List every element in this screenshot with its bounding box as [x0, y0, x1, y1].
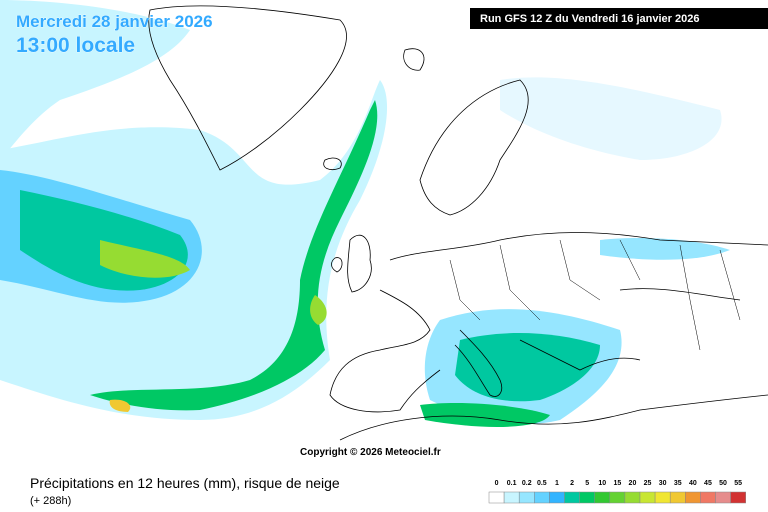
legend-label: 0	[495, 480, 499, 487]
legend-swatch	[624, 491, 641, 504]
legend-swatch	[534, 491, 550, 504]
legend-swatch	[654, 491, 671, 504]
legend-swatch	[579, 491, 595, 504]
legend-label: 10	[598, 480, 606, 487]
legend-swatch	[518, 491, 535, 504]
legend-swatch	[503, 491, 520, 504]
precipitation-areas	[0, 0, 730, 427]
legend-swatch	[594, 491, 611, 504]
run-label: Run GFS 12 Z du Vendredi 16 janvier 2026	[480, 13, 699, 25]
legend-swatch	[639, 491, 656, 504]
legend-label: 2	[570, 480, 574, 487]
legend-label: 25	[644, 480, 652, 487]
legend-swatch	[564, 491, 580, 504]
legend-swatch	[609, 491, 626, 504]
legend-label: 50	[719, 480, 727, 487]
legend-label: 40	[689, 480, 697, 487]
legend-swatch	[549, 491, 565, 504]
forecast-date: Mercredi 28 janvier 2026	[16, 12, 213, 31]
legend-label: 45	[704, 480, 712, 487]
legend-label: 0.2	[522, 480, 532, 487]
run-box	[470, 8, 768, 29]
legend-label: 0.1	[507, 480, 517, 487]
legend-label: 1	[555, 480, 559, 487]
copyright: Copyright © 2026 Meteociel.fr	[300, 447, 441, 458]
legend-swatch	[700, 491, 716, 504]
legend-label: 15	[613, 480, 621, 487]
legend-swatch	[715, 491, 731, 504]
legend-label: 35	[674, 480, 682, 487]
legend: 0 0.1 0.2 0.5 1 2 5 10 15 20 25 30 35 40 45 50 55	[488, 480, 746, 504]
legend-swatch	[730, 491, 746, 504]
legend-label: 55	[734, 480, 742, 487]
legend-label: 5	[585, 480, 589, 487]
legend-label: 0.5	[537, 480, 547, 487]
coastlines	[148, 5, 768, 441]
legend-label: 20	[629, 480, 637, 487]
legend-label: 30	[659, 480, 667, 487]
footer	[0, 470, 768, 512]
forecast-lead: (+ 288h)	[30, 495, 71, 507]
legend-swatch	[488, 491, 505, 504]
footer-title: Précipitations en 12 heures (mm), risque…	[30, 475, 340, 491]
legend-swatch	[685, 491, 701, 504]
legend-swatch	[669, 491, 686, 504]
forecast-time: 13:00 locale	[16, 34, 135, 57]
